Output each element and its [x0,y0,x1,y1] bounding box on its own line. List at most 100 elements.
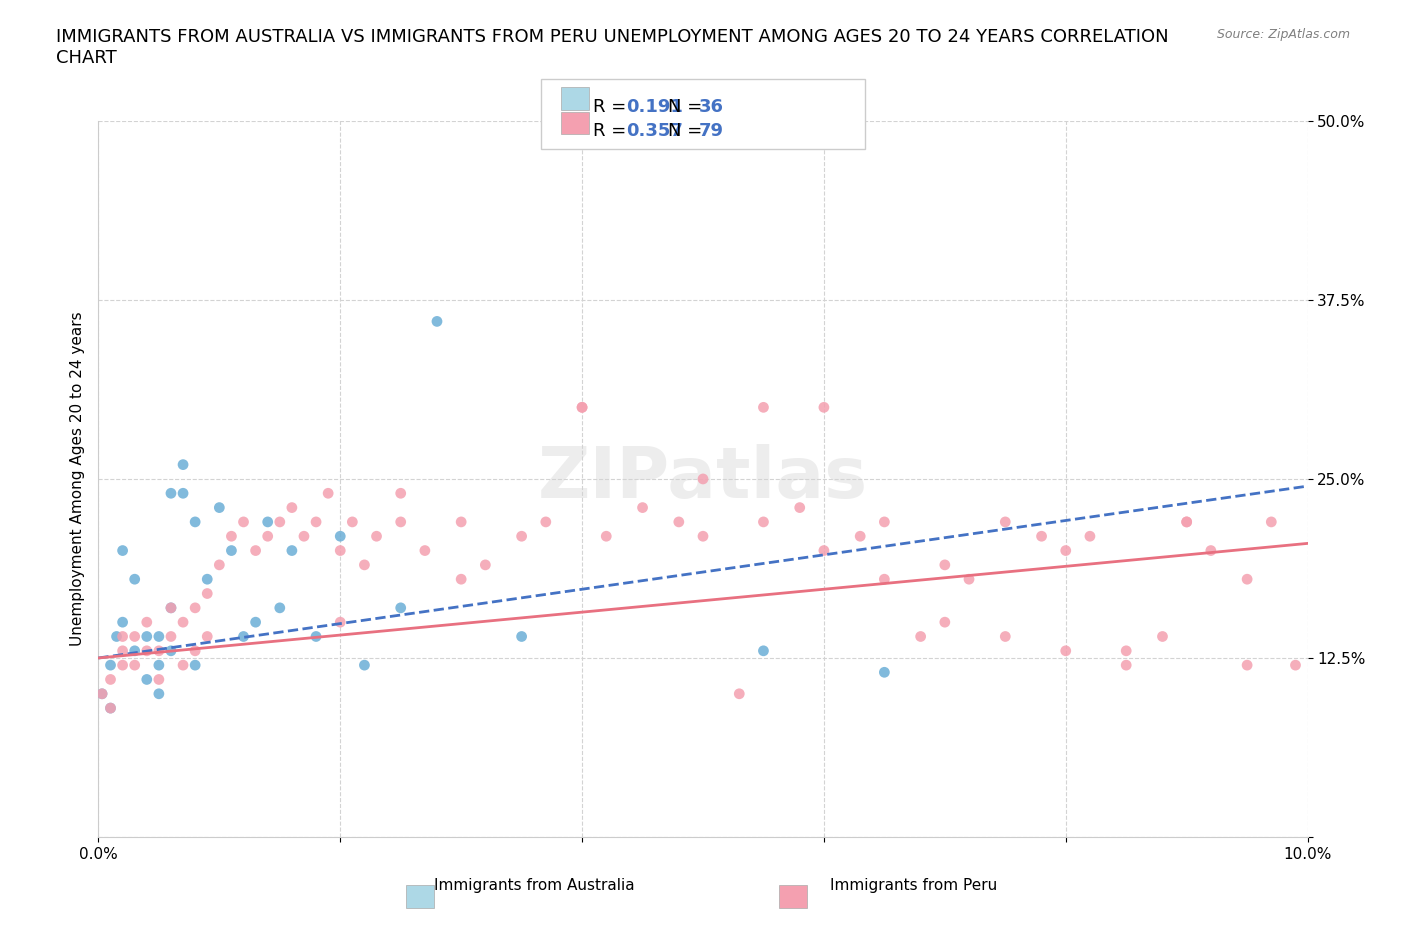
Point [184,658,207,672]
Point [1115,644,1137,658]
Point [105,629,128,644]
Point [111,629,134,644]
Point [595,529,617,544]
Point [329,543,352,558]
Text: 0.191: 0.191 [626,98,682,115]
Point [256,514,278,529]
Point [957,572,980,587]
Point [752,400,775,415]
Point [1054,543,1077,558]
Point [100,700,122,715]
Point [172,615,194,630]
Point [692,472,714,486]
Point [752,644,775,658]
Point [813,543,835,558]
Text: R =: R = [593,122,633,140]
Point [994,514,1017,529]
Text: 36: 36 [699,98,724,115]
Point [208,500,231,515]
Point [172,658,194,672]
Point [160,644,183,658]
Point [510,529,533,544]
Point [1236,572,1258,587]
Point [631,500,654,515]
Point [1152,629,1174,644]
Point [148,629,170,644]
Point [789,500,811,515]
Point [389,514,412,529]
Point [426,314,449,329]
Point [668,514,690,529]
Point [474,557,496,572]
Point [934,615,956,630]
Point [450,514,472,529]
Point [160,601,183,616]
Point [195,586,218,601]
Point [1115,658,1137,672]
Point [111,615,134,630]
Point [366,529,388,544]
Text: R =: R = [593,98,633,115]
Text: Immigrants from Peru: Immigrants from Peru [831,878,997,893]
Point [692,529,714,544]
Point [450,572,472,587]
Point [135,672,157,687]
Point [184,601,207,616]
Text: ZIPatlas: ZIPatlas [538,445,868,513]
Point [534,514,557,529]
Point [292,529,315,544]
Point [208,557,231,572]
Point [135,615,157,630]
Point [910,629,932,644]
Point [124,658,146,672]
Point [510,629,533,644]
Point [172,458,194,472]
Point [135,644,157,658]
Point [281,500,304,515]
Point [100,672,122,687]
Point [305,629,328,644]
Point [148,672,170,687]
Text: IMMIGRANTS FROM AUSTRALIA VS IMMIGRANTS FROM PERU UNEMPLOYMENT AMONG AGES 20 TO : IMMIGRANTS FROM AUSTRALIA VS IMMIGRANTS … [56,28,1168,67]
Point [1175,514,1198,529]
Point [413,543,436,558]
Point [269,601,291,616]
Point [232,629,254,644]
Point [160,629,183,644]
Point [1199,543,1222,558]
Point [1031,529,1053,544]
Point [1078,529,1101,544]
Point [221,543,243,558]
Point [100,700,122,715]
Point [256,529,278,544]
Text: Source: ZipAtlas.com: Source: ZipAtlas.com [1216,28,1350,41]
Point [245,543,267,558]
Point [195,629,218,644]
Point [873,572,896,587]
Point [813,400,835,415]
Point [100,658,122,672]
Point [873,514,896,529]
Point [184,644,207,658]
Point [91,686,114,701]
Point [1284,658,1306,672]
Point [849,529,872,544]
Point [160,485,183,500]
Point [135,629,157,644]
Point [281,543,304,558]
Point [195,572,218,587]
Point [316,485,339,500]
Point [305,514,328,529]
Point [269,514,291,529]
Point [353,557,375,572]
Point [124,572,146,587]
Point [1054,644,1077,658]
Point [91,686,114,701]
Point [342,514,364,529]
Point [148,644,170,658]
Text: 79: 79 [699,122,724,140]
Point [245,615,267,630]
Point [160,601,183,616]
Point [111,543,134,558]
Point [148,686,170,701]
